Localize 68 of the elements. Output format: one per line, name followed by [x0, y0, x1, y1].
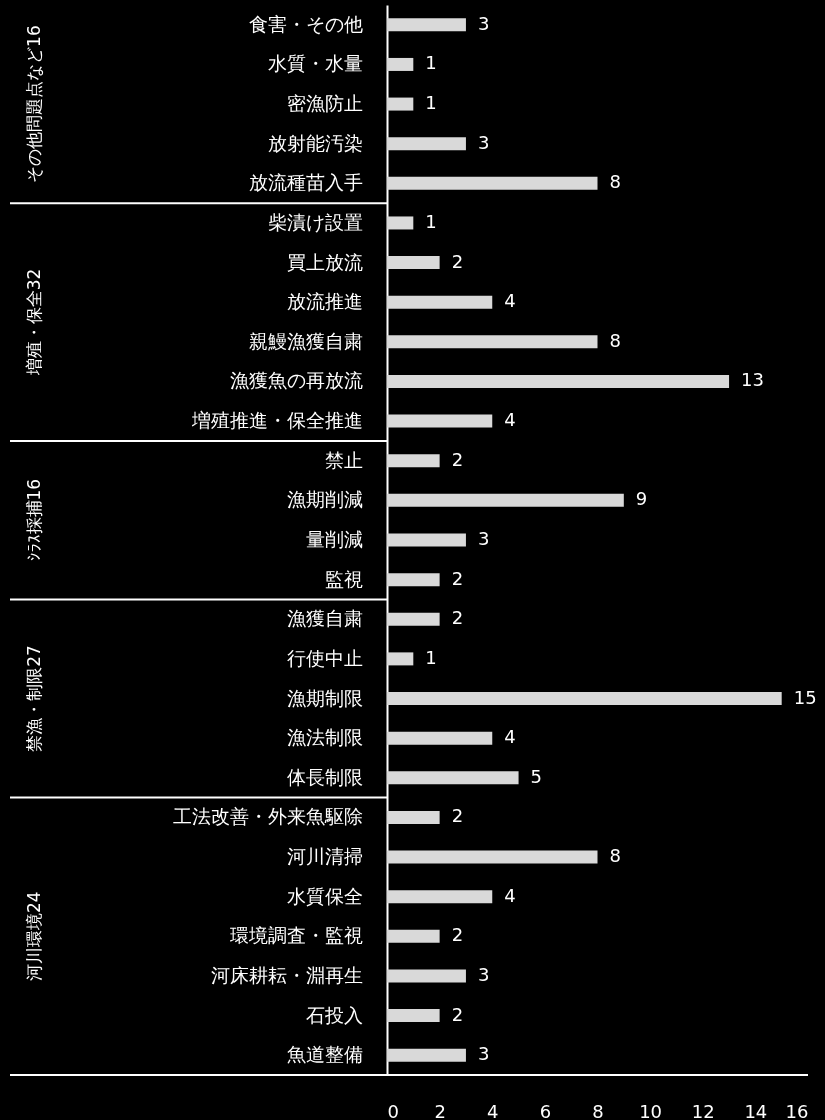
data-label: 2 [451, 567, 464, 589]
x-tick-label: 0 [387, 1100, 399, 1120]
data-label: 1 [425, 92, 437, 114]
y-tick-label: 増殖推進・保全推進 [190, 409, 363, 432]
x-tick-label: 4 [487, 1100, 499, 1120]
text: 河川環境24 [24, 891, 44, 982]
data-label: 3 [477, 131, 490, 153]
text: ｼﾗｽ採捕16 [24, 478, 44, 562]
text: 増殖・保全32 [24, 268, 44, 377]
data-label: 4 [504, 726, 516, 748]
y-tick-label: 漁期制限 [286, 686, 363, 709]
data-label: 1 [425, 52, 437, 74]
y-tick-label: 水質・水量 [267, 52, 363, 75]
y-tick-label: 行使中止 [286, 646, 363, 669]
y-tick-label: 親鰻漁獲自粛 [248, 329, 363, 352]
text: その他問題点など16 [24, 25, 44, 183]
data-label: 4 [504, 290, 516, 312]
y-tick-label: 柴漬け設置 [267, 210, 363, 233]
y-tick-label: 放流推進 [286, 290, 363, 313]
y-tick-label: 漁獲魚の再放流 [229, 369, 363, 392]
x-tick-label: 14 [744, 1100, 768, 1120]
x-tick-label: 16 [785, 1100, 809, 1120]
y-tick-label: 漁期削減 [286, 488, 363, 511]
data-label: 9 [635, 488, 648, 510]
y-tick-label: 河川清掃 [286, 845, 363, 868]
data-label: 8 [609, 329, 621, 351]
x-tick-label: 2 [434, 1100, 446, 1120]
y-tick-label: 体長制限 [286, 765, 363, 788]
y-tick-label: 買上放流 [286, 250, 363, 273]
y-tick-label: 漁獲自粛 [286, 607, 363, 630]
data-label: 3 [477, 1043, 490, 1065]
y-tick-label: 環境調査・監視 [229, 924, 363, 947]
y-tick-label: 放流種苗入手 [248, 171, 363, 194]
data-label: 15 [793, 686, 817, 708]
y-tick-label: 食害・その他 [248, 12, 363, 35]
data-label: 1 [425, 210, 437, 232]
x-tick-label: 10 [639, 1100, 663, 1120]
y-tick-label: 禁止 [324, 448, 363, 471]
data-label: 2 [451, 924, 464, 946]
data-label: 3 [477, 963, 490, 985]
y-tick-label: 量削減 [305, 528, 363, 550]
x-tick-label: 6 [539, 1100, 552, 1120]
data-label: 2 [451, 607, 464, 629]
y-tick-label: 工法改善・外来魚駆除 [172, 805, 363, 828]
y-tick-label: 河床耕耘・淵再生 [210, 963, 363, 986]
text: 禁漁・制限27 [24, 645, 44, 752]
data-label: 8 [609, 845, 621, 867]
x-tick-label: 12 [691, 1100, 715, 1120]
x-tick-label: 8 [592, 1100, 604, 1120]
y-tick-label: 魚道整備 [286, 1043, 363, 1066]
y-tick-label: 放射能汚染 [267, 131, 363, 154]
y-tick-label: 密漁防止 [286, 92, 363, 115]
data-label: 5 [530, 765, 543, 787]
data-label: 2 [451, 1003, 464, 1025]
y-tick-label: 水質保全 [286, 884, 363, 907]
data-label: 1 [425, 646, 437, 668]
data-label: 3 [477, 12, 490, 34]
data-label: 2 [451, 250, 464, 272]
data-label: 13 [741, 369, 764, 391]
data-label: 2 [451, 448, 464, 470]
data-label: 4 [504, 409, 516, 431]
y-tick-label: 漁法制限 [286, 726, 363, 749]
data-label: 8 [609, 171, 621, 193]
y-tick-label: 監視 [324, 567, 363, 590]
y-tick-label: 石投入 [305, 1003, 363, 1026]
data-label: 4 [504, 884, 516, 906]
data-label: 2 [451, 805, 464, 827]
data-label: 3 [477, 528, 490, 549]
